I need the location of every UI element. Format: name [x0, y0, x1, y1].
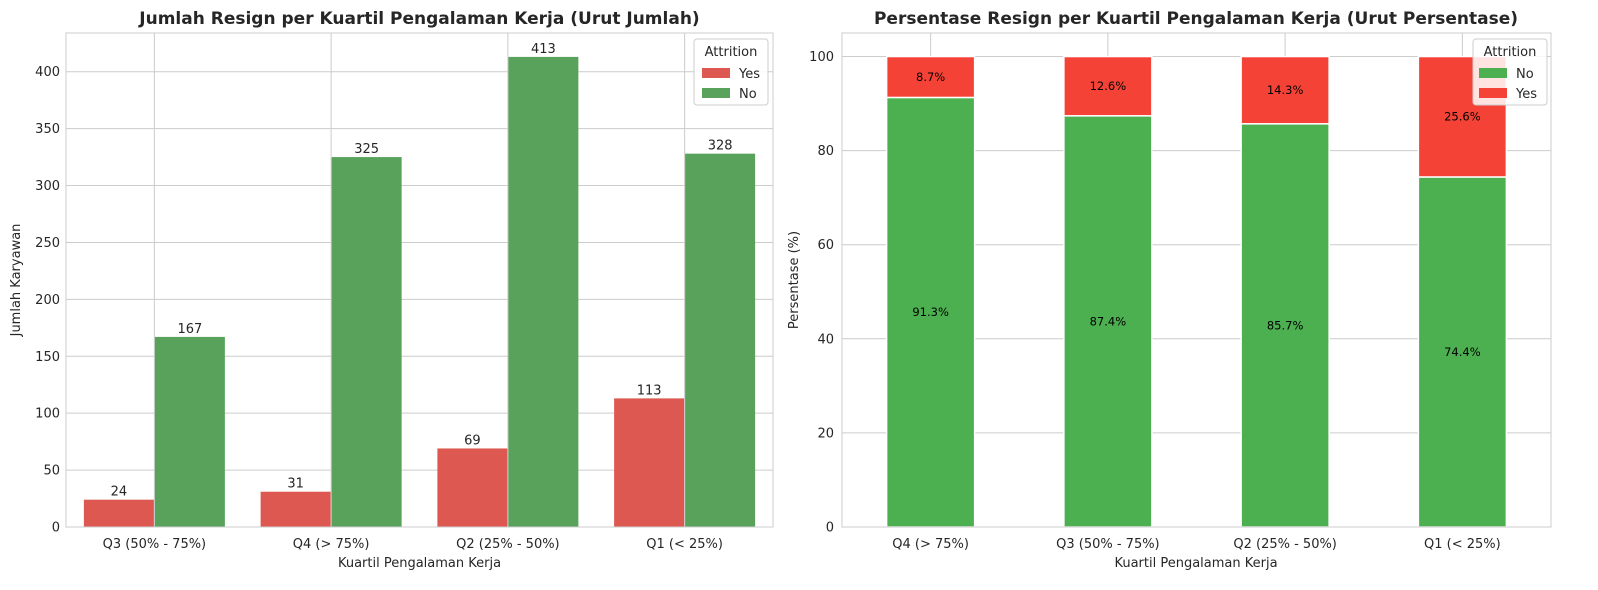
right-bar-yes: [1063, 55, 1153, 117]
left-bar-value-label: 328: [708, 139, 733, 154]
right-legend-entry: No: [1516, 67, 1534, 82]
right-bar-yes: [1240, 55, 1330, 125]
left-legend-entry: Yes: [738, 67, 760, 82]
right-legend-title: Attrition: [1484, 45, 1537, 60]
right-data-labels: 91.3% 8.7% 87.4% 12.6% 85.7% 14.3% 74.4% 25.6%: [912, 70, 1480, 359]
left-x-tick-label: Q4 (> 75%): [293, 537, 370, 552]
left-y-axis-label: Jumlah Karyawan: [9, 224, 24, 338]
right-legend: Attrition No Yes: [1472, 38, 1548, 106]
left-bar-yes: [83, 499, 154, 527]
right-bar-value-label: 14.3%: [1267, 83, 1304, 97]
right-bar-value-label: 85.7%: [1267, 318, 1304, 332]
left-bar-no: [508, 56, 579, 527]
left-bar-no: [331, 157, 402, 527]
right-y-tick-label: 100: [809, 50, 834, 65]
right-legend-entry: Yes: [1515, 87, 1537, 102]
left-bar-value-label: 31: [287, 477, 304, 492]
right-axes-frame: [841, 32, 1552, 528]
right-bar-value-label: 91.3%: [912, 305, 949, 319]
left-bar-value-label: 413: [531, 42, 556, 57]
left-y-tick-label: 150: [35, 350, 60, 365]
left-x-axis-label: Kuartil Pengalaman Kerja: [338, 556, 501, 571]
right-bar-value-label: 12.6%: [1090, 79, 1127, 93]
left-legend-title: Attrition: [705, 45, 758, 60]
left-bar-value-label: 325: [354, 142, 379, 157]
right-x-tick-label: Q1 (< 25%): [1424, 537, 1501, 552]
left-y-ticks: 0 50 100 150 200 250 300 350 400: [35, 65, 60, 535]
left-legend: Attrition Yes No: [693, 38, 769, 106]
right-y-ticks: 0 20 40 60 80 100: [809, 50, 834, 535]
left-legend-swatch-yes: [702, 68, 730, 78]
left-y-tick-label: 250: [35, 236, 60, 251]
left-bar-no: [154, 336, 225, 527]
right-y-tick-label: 80: [817, 144, 834, 159]
left-x-tick-label: Q1 (< 25%): [646, 537, 723, 552]
left-y-tick-label: 100: [35, 407, 60, 422]
left-bar-no: [685, 153, 756, 528]
right-y-axis-label: Persentase (%): [787, 231, 802, 329]
left-bar-value-label: 69: [464, 433, 481, 448]
right-bar-value-label: 87.4%: [1090, 314, 1127, 328]
right-y-tick-label: 60: [817, 238, 834, 253]
left-bar-yes: [437, 448, 508, 527]
right-y-tick-label: 20: [817, 426, 834, 441]
right-bar-value-label: 74.4%: [1444, 345, 1481, 359]
left-axes-frame: [65, 32, 774, 528]
right-bars: [885, 55, 1508, 528]
right-bar-value-label: 25.6%: [1444, 110, 1481, 124]
left-y-tick-label: 350: [35, 122, 60, 137]
right-x-axis-label: Kuartil Pengalaman Kerja: [1114, 556, 1277, 571]
left-legend-swatch-no: [702, 88, 730, 98]
left-bar-value-label: 24: [111, 485, 128, 500]
left-x-tick-label: Q2 (25% - 50%): [456, 537, 560, 552]
right-x-tick-label: Q3 (50% - 75%): [1056, 537, 1160, 552]
left-y-tick-label: 200: [35, 293, 60, 308]
left-y-tick-label: 50: [43, 464, 60, 479]
left-y-tick-label: 400: [35, 65, 60, 80]
right-x-tick-label: Q4 (> 75%): [892, 537, 969, 552]
left-data-labels: 24 167 31 325 69 413 113 328: [111, 42, 733, 500]
right-x-tick-label: Q2 (25% - 50%): [1233, 537, 1337, 552]
left-bar-value-label: 167: [177, 322, 202, 337]
right-x-ticks: Q4 (> 75%) Q3 (50% - 75%) Q2 (25% - 50%) Q1…: [892, 537, 1500, 552]
left-bars: [83, 56, 756, 528]
left-bar-yes: [260, 491, 331, 527]
right-bar-yes: [885, 55, 976, 99]
left-y-tick-label: 0: [52, 521, 60, 536]
right-y-tick-label: 0: [826, 521, 834, 536]
right-bar-no: [1240, 123, 1330, 528]
right-bar-value-label: 8.7%: [916, 70, 945, 84]
left-y-tick-label: 300: [35, 179, 60, 194]
right-legend-swatch-yes: [1479, 88, 1507, 98]
right-y-tick-label: 40: [817, 332, 834, 347]
left-bar-value-label: 113: [637, 383, 662, 398]
right-chart-title: Persentase Resign per Kuartil Pengalaman…: [874, 9, 1518, 29]
left-x-ticks: Q3 (50% - 75%) Q4 (> 75%) Q2 (25% - 50%) Q1…: [103, 537, 723, 552]
left-legend-entry: No: [739, 87, 757, 102]
left-chart-title: Jumlah Resign per Kuartil Pengalaman Ker…: [138, 9, 699, 29]
right-chart-panel: 0 20 40 60 80 100 Q4 (> 75%) Q3 (50% - 75%) Q2 …: [787, 9, 1552, 571]
right-bar-no: [1063, 115, 1153, 528]
right-bar-no: [1417, 176, 1508, 528]
left-bar-yes: [614, 398, 685, 527]
left-x-tick-label: Q3 (50% - 75%): [103, 537, 207, 552]
right-legend-swatch-no: [1479, 68, 1507, 78]
